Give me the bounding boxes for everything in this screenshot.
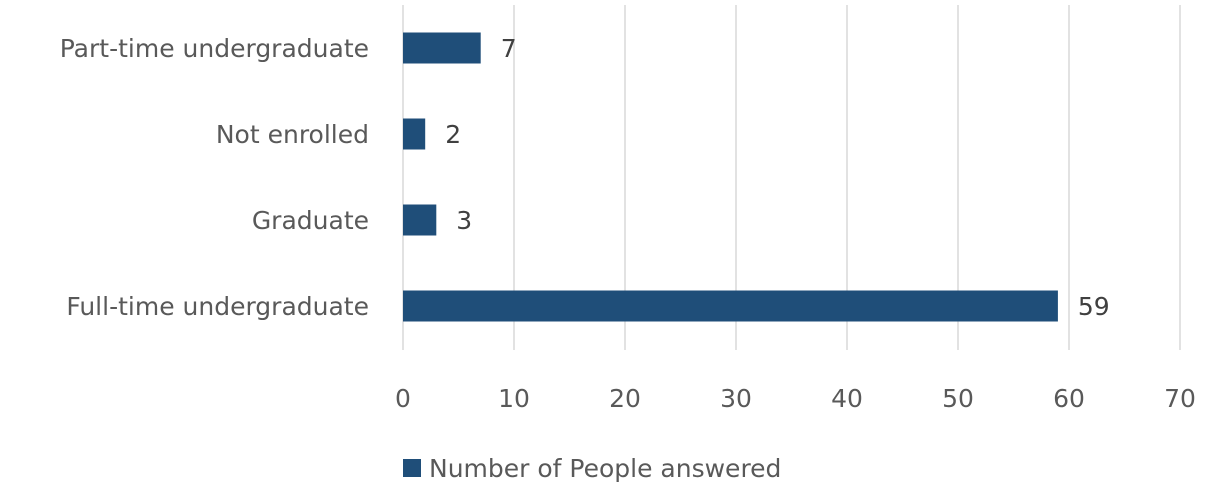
legend: Number of People answered	[403, 450, 781, 486]
bar-chart-plot: 0 10 20 30 40 50 60 70 Part-time undergraduate 7 N…	[60, 5, 1196, 413]
category-label: Part-time undergraduate	[60, 34, 369, 63]
x-tick-label: 0	[395, 384, 411, 413]
x-tick-label: 10	[498, 384, 530, 413]
bar	[403, 118, 426, 150]
x-tick-label: 50	[942, 384, 974, 413]
x-tick-label: 30	[720, 384, 752, 413]
bar	[403, 290, 1058, 322]
data-label: 59	[1078, 292, 1110, 321]
data-label: 7	[501, 34, 517, 63]
bar	[403, 32, 481, 64]
x-tick-label: 40	[831, 384, 863, 413]
category-label: Full-time undergraduate	[66, 292, 369, 321]
x-tick-label: 70	[1164, 384, 1196, 413]
gridlines	[402, 5, 1181, 350]
bar	[403, 204, 437, 236]
x-tick-label: 20	[609, 384, 641, 413]
labels: 0 10 20 30 40 50 60 70 Part-time undergraduate 7 N…	[60, 34, 1196, 413]
x-tick-label: 60	[1053, 384, 1085, 413]
category-label: Not enrolled	[216, 120, 369, 149]
legend-label: Number of People answered	[429, 453, 782, 483]
legend-swatch	[403, 459, 421, 477]
bars	[403, 32, 1058, 322]
data-label: 2	[445, 120, 461, 149]
data-label: 3	[456, 206, 472, 235]
category-label: Graduate	[252, 206, 369, 235]
